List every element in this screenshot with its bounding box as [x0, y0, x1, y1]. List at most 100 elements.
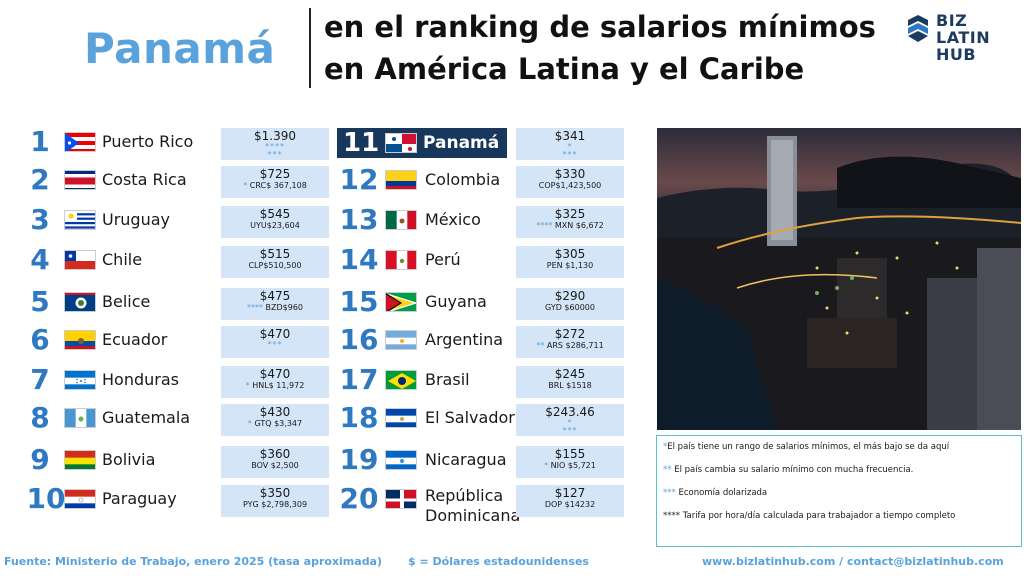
rank-number: 19 [339, 443, 379, 476]
footnote-marker: ** [536, 341, 545, 350]
title-line-1: en el ranking de salarios mínimos [324, 10, 876, 44]
rank-number: 20 [339, 482, 379, 515]
salary-usd: $430 [259, 405, 291, 419]
local-amount: HNL$ 11,972 [252, 381, 305, 390]
salary-usd: $725 [259, 167, 291, 181]
salary-box: $155 * NIO $5,721 [516, 446, 624, 478]
ranking-row: 3 Uruguay [26, 203, 217, 237]
salary-local-currency: * GTQ $3,347 [221, 419, 329, 429]
local-amount: GTQ $3,347 [254, 419, 303, 428]
featured-country-title: Panamá [84, 24, 276, 73]
footnote-marker: *** [562, 150, 578, 159]
country-name: Paraguay [102, 489, 177, 508]
ranking-row: 16 Argentina [339, 323, 512, 357]
legend-item-1: *El país tiene un rango de salarios míni… [663, 442, 950, 452]
salary-local-currency: CLP$510,500 [221, 261, 329, 271]
logo-line-1: BIZ LATIN [936, 11, 991, 47]
salary-local-currency: PEN $1,130 [516, 261, 624, 271]
costa-rica-flag-icon [64, 170, 96, 190]
country-name: Argentina [425, 330, 504, 349]
panama-flag-icon [385, 133, 417, 153]
salary-box: $725 * CRC$ 367,108 [221, 166, 329, 198]
salary-usd: $515 [259, 247, 291, 261]
salary-box: $470 *** [221, 326, 329, 358]
rank-number: 1 [30, 125, 50, 158]
country-name: Perú [425, 250, 461, 269]
local-amount: CLP$510,500 [248, 261, 302, 270]
local-amount: GYD $60000 [545, 303, 595, 312]
local-amount: PYG $2,798,309 [242, 500, 308, 509]
local-amount: CRC$ 367,108 [249, 181, 307, 190]
country-name: República Dominicana [425, 486, 521, 525]
brazil-flag-icon [385, 370, 417, 390]
rank-number: 16 [339, 323, 379, 356]
footnote-marker: * [245, 381, 250, 390]
salary-local-currency: BOV $2,500 [221, 461, 329, 471]
salary-local-currency: COP$1,423,500 [516, 181, 624, 191]
rank-number: 2 [30, 163, 50, 196]
salary-box: $325 **** MXN $6,672 [516, 206, 624, 238]
logo-line-2: HUB [936, 45, 977, 64]
ranking-row: 18 El Salvador [339, 401, 515, 435]
footer-source: Fuente: Ministerio de Trabajo, enero 202… [4, 555, 383, 568]
ranking-row: 17 Brasil [339, 363, 512, 397]
ranking-row: 14 Perú [339, 243, 512, 277]
salary-local-currency: BRL $1518 [516, 381, 624, 391]
belize-flag-icon [64, 292, 96, 312]
logo-mark-icon [908, 15, 928, 42]
salary-local-currency: DOP $14232 [516, 500, 624, 510]
salary-box: $272 ** ARS $286,711 [516, 326, 624, 358]
uruguay-flag-icon [64, 210, 96, 230]
salary-box: $245 BRL $1518 [516, 366, 624, 398]
salary-box: $341 * *** [516, 128, 624, 160]
rank-number: 3 [30, 203, 50, 236]
header-divider [309, 8, 311, 88]
rank-number: 8 [30, 401, 50, 434]
salary-local-currency: * HNL$ 11,972 [221, 381, 329, 391]
footnote-marker: * [247, 419, 252, 428]
salary-usd: $360 [259, 447, 291, 461]
country-name: Ecuador [102, 330, 168, 349]
legend-box: *El país tiene un rango de salarios míni… [656, 435, 1022, 547]
ranking-row: 9 Bolivia [26, 443, 217, 477]
country-name: Honduras [102, 370, 179, 389]
footnote-marker: **** [536, 221, 553, 230]
salary-box: $475 **** BZD$960 [221, 288, 329, 320]
rank-number: 9 [30, 443, 50, 476]
salary-usd: $470 [259, 367, 291, 381]
local-amount: BOV $2,500 [251, 461, 299, 470]
salary-box: $515 CLP$510,500 [221, 246, 329, 278]
honduras-flag-icon [64, 370, 96, 390]
salary-box: $305 PEN $1,130 [516, 246, 624, 278]
country-name: Costa Rica [102, 170, 187, 189]
salary-local-currency: * CRC$ 367,108 [221, 181, 329, 191]
country-name: Guyana [425, 292, 487, 311]
local-amount: ARS $286,711 [546, 341, 604, 350]
salary-box: $290 GYD $60000 [516, 288, 624, 320]
salary-usd: $1.390 [254, 129, 296, 143]
salary-local-currency: UYU$23,604 [221, 221, 329, 231]
country-name: Colombia [425, 170, 501, 189]
local-amount: UYU$23,604 [250, 221, 300, 230]
salary-box: $350 PYG $2,798,309 [221, 485, 329, 517]
rank-number: 4 [30, 243, 50, 276]
rank-number: 10 [26, 482, 66, 515]
rank-number: 18 [339, 401, 379, 434]
rank-number: 17 [339, 363, 379, 396]
ranking-row: 5 Belice [26, 285, 217, 319]
panama-city-night-photo [657, 128, 1021, 430]
footer-contact[interactable]: www.bizlatinhub.com / contact@bizlatinhu… [702, 555, 1004, 568]
local-amount: COP$1,423,500 [538, 181, 602, 190]
salary-box: $360 BOV $2,500 [221, 446, 329, 478]
panama-highlight-bar: 11 Panamá [337, 128, 507, 158]
ecuador-flag-icon [64, 330, 96, 350]
rank-number: 6 [30, 323, 50, 356]
el-salvador-flag-icon [385, 408, 417, 428]
country-name: El Salvador [425, 408, 515, 427]
salary-box: $127 DOP $14232 [516, 485, 624, 517]
salary-box: $1.390 **** *** [221, 128, 329, 160]
footnote-marker: * [243, 181, 248, 190]
legend-item-3: *** Economía dolarizada [663, 488, 768, 498]
mexico-flag-icon [385, 210, 417, 230]
rank-number: 12 [339, 163, 379, 196]
